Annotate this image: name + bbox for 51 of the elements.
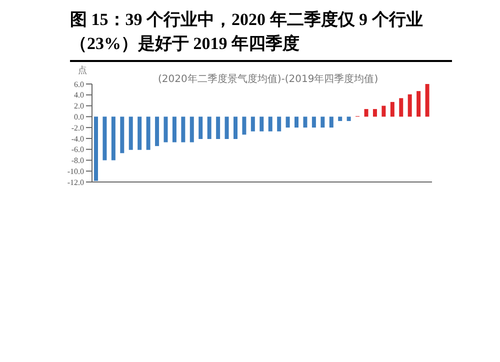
bar [286, 116, 290, 128]
bar [102, 116, 107, 160]
bar [372, 109, 377, 117]
bar [128, 116, 133, 150]
bar [242, 116, 246, 135]
bar [346, 116, 351, 122]
bar [233, 116, 238, 139]
bar [94, 116, 98, 181]
chart-subtitle: (2020年二季度景气度均值)-(2019年四季度均值) [158, 72, 378, 86]
bar [190, 116, 194, 142]
y-tick-label: 4.0 [74, 90, 84, 100]
bar [155, 116, 160, 146]
bar [260, 116, 264, 132]
bar [294, 116, 299, 128]
bar [390, 102, 394, 117]
y-tick-label: -12.0 [67, 178, 84, 187]
bar [146, 116, 150, 150]
bar [303, 116, 308, 128]
y-tick-label: 0.0 [74, 112, 84, 122]
bar [408, 94, 412, 117]
bar [207, 116, 212, 139]
bar [250, 116, 255, 132]
chart-title: 图 15：39 个行业中，2020 年二季度仅 9 个行业（23%）是好于 2019 年四季度 [70, 8, 452, 62]
bar [382, 106, 386, 117]
bar [224, 116, 229, 139]
bar [320, 116, 325, 128]
bar [172, 116, 176, 142]
bar [329, 116, 334, 128]
bar [198, 116, 203, 139]
y-tick-label: -6.0 [71, 145, 84, 154]
bar [425, 84, 430, 117]
bar [268, 116, 272, 132]
bar [338, 116, 342, 122]
bar [312, 116, 316, 128]
y-tick-label: 6.0 [74, 80, 84, 89]
bar [399, 98, 404, 117]
bar [111, 116, 116, 160]
y-tick-label: -10.0 [67, 166, 84, 176]
y-tick-label: 2.0 [74, 102, 84, 111]
bar [277, 116, 282, 132]
bar [416, 91, 421, 117]
y-tick-label: -4.0 [71, 134, 84, 144]
bar [364, 109, 368, 117]
bar [216, 116, 220, 139]
bar [181, 116, 186, 142]
bar [120, 116, 124, 154]
y-axis-title: 点 [78, 64, 87, 77]
bar [164, 116, 168, 142]
y-tick-label: -8.0 [71, 156, 84, 166]
y-tick-label: -2.0 [71, 123, 84, 132]
bar [138, 116, 142, 150]
